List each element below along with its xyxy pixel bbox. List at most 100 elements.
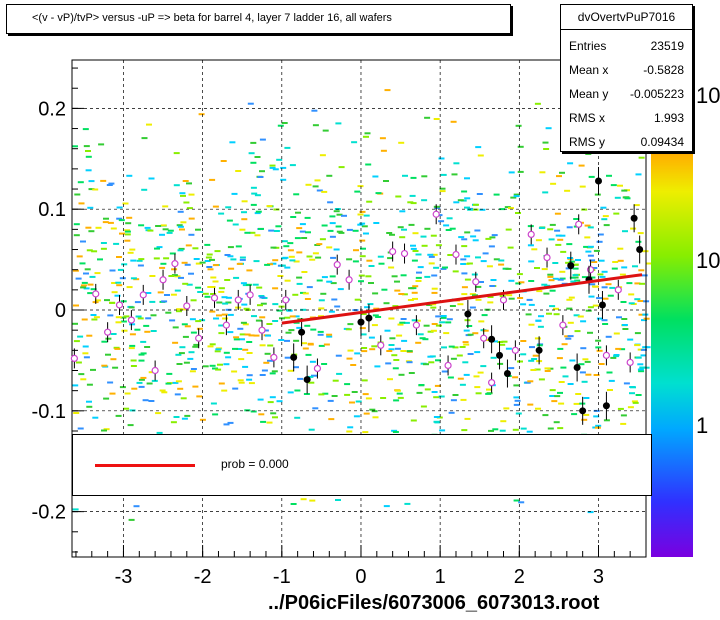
density-cell	[164, 294, 170, 296]
density-cell	[186, 283, 193, 286]
density-cell	[615, 347, 622, 350]
density-cell	[252, 283, 259, 286]
density-cell	[585, 309, 592, 312]
density-cell	[287, 391, 294, 394]
profile-points	[70, 166, 644, 425]
density-cell	[433, 205, 440, 208]
profile-point-open	[70, 354, 78, 363]
profile-point-filled	[503, 370, 511, 378]
density-cell	[266, 323, 273, 325]
density-cell	[447, 376, 454, 379]
density-cell	[359, 222, 366, 225]
density-cell	[380, 149, 387, 152]
density-cell	[322, 392, 329, 395]
density-cell	[226, 219, 233, 222]
density-cell	[404, 502, 411, 505]
plot-frame	[71, 59, 647, 558]
density-cell	[557, 347, 564, 350]
density-cell	[640, 354, 647, 357]
stats-key: Mean y	[569, 87, 609, 101]
density-cell	[482, 329, 489, 332]
stats-key: Mean x	[569, 63, 609, 77]
density-cell	[445, 321, 452, 324]
density-cell	[513, 195, 520, 198]
density-cell	[491, 234, 498, 237]
density-cell	[527, 403, 534, 406]
density-cell	[478, 320, 485, 323]
density-cell	[172, 341, 179, 344]
density-cell	[74, 193, 81, 196]
density-cell	[501, 340, 508, 343]
x-tick-label: 1	[435, 566, 446, 588]
density-cell	[306, 255, 313, 258]
density-cell	[401, 293, 408, 296]
density-cell	[168, 275, 175, 277]
density-cell	[218, 324, 225, 327]
density-cell	[621, 189, 628, 192]
density-cell	[473, 203, 479, 206]
density-cell	[353, 415, 360, 418]
density-cell	[250, 410, 257, 413]
density-cell	[582, 358, 589, 361]
density-cell	[410, 244, 416, 247]
density-cell	[304, 298, 311, 300]
density-cell	[617, 259, 624, 262]
density-cell	[111, 282, 118, 284]
density-cell	[394, 280, 400, 283]
density-cell	[598, 363, 605, 365]
density-cell	[466, 325, 473, 327]
density-cell	[147, 229, 154, 232]
density-cell	[534, 368, 541, 371]
density-cell	[506, 294, 513, 297]
density-cell	[439, 321, 446, 324]
density-cell	[80, 284, 87, 287]
density-cell	[72, 508, 79, 511]
density-cell	[559, 277, 566, 280]
density-cell	[419, 337, 426, 340]
profile-point-open	[195, 334, 203, 342]
density-cell	[515, 124, 522, 127]
density-cell	[188, 217, 195, 220]
profile-point-open	[258, 326, 266, 334]
density-cell	[428, 361, 435, 364]
density-cell	[196, 395, 203, 398]
density-cell	[538, 315, 544, 318]
density-cell	[160, 262, 167, 265]
density-cell	[549, 389, 556, 392]
density-cell	[239, 333, 246, 336]
density-cell	[372, 416, 379, 419]
density-cell	[347, 349, 354, 352]
density-cell	[248, 152, 255, 155]
profile-point-filled	[602, 402, 610, 410]
density-cell	[281, 240, 288, 243]
density-cell	[581, 276, 588, 279]
fit-line	[281, 273, 643, 325]
density-cell	[282, 256, 289, 259]
profile-point-open	[412, 321, 420, 329]
density-cell	[237, 327, 244, 330]
density-cell	[607, 294, 614, 297]
density-cell	[365, 163, 372, 166]
density-cell	[335, 122, 342, 125]
density-cell	[361, 350, 368, 353]
density-cell	[583, 245, 590, 248]
density-cell	[137, 264, 144, 267]
density-cell	[347, 426, 354, 429]
density-cell	[441, 370, 448, 373]
density-cell	[301, 342, 307, 345]
density-cell	[463, 343, 470, 346]
density-cell	[398, 373, 405, 376]
density-cell	[317, 330, 324, 333]
density-cell	[409, 194, 416, 197]
density-cell	[602, 297, 609, 300]
density-cell	[284, 279, 291, 282]
density-cell	[622, 230, 628, 233]
density-cell	[447, 254, 454, 256]
density-cell	[606, 371, 613, 374]
density-cell	[72, 384, 79, 387]
density-cell	[513, 403, 520, 406]
density-cell	[581, 418, 588, 421]
density-cell	[240, 282, 247, 285]
density-cell	[272, 416, 278, 419]
density-cell	[391, 429, 398, 432]
